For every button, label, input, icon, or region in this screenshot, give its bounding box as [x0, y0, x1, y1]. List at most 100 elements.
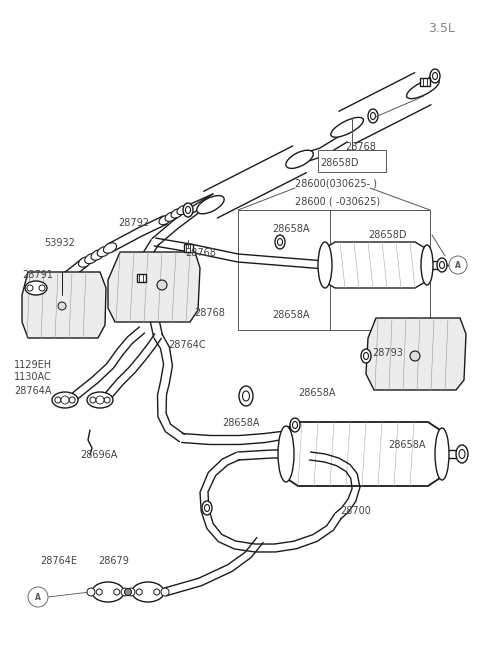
Ellipse shape: [421, 245, 433, 285]
Text: 28764A: 28764A: [14, 386, 51, 396]
Text: 28658D: 28658D: [368, 230, 407, 240]
Text: 28768: 28768: [345, 142, 376, 152]
Text: 28658D: 28658D: [320, 158, 359, 168]
Ellipse shape: [197, 196, 224, 214]
Ellipse shape: [84, 253, 98, 264]
Ellipse shape: [278, 426, 294, 482]
Text: 3.5L: 3.5L: [428, 22, 455, 35]
Ellipse shape: [363, 352, 369, 360]
Text: 28793: 28793: [372, 348, 403, 358]
Text: 28764E: 28764E: [40, 556, 77, 566]
Text: 28768: 28768: [194, 308, 225, 318]
Circle shape: [154, 589, 160, 595]
Ellipse shape: [159, 215, 171, 225]
Bar: [183, 244, 192, 252]
Ellipse shape: [275, 235, 285, 249]
Circle shape: [69, 397, 75, 403]
Ellipse shape: [91, 250, 104, 260]
Ellipse shape: [290, 418, 300, 432]
Ellipse shape: [239, 386, 253, 406]
Ellipse shape: [87, 392, 113, 408]
Circle shape: [27, 285, 33, 291]
Ellipse shape: [78, 257, 92, 267]
Ellipse shape: [132, 582, 164, 602]
Polygon shape: [325, 242, 425, 288]
Circle shape: [96, 396, 104, 404]
Ellipse shape: [459, 449, 465, 458]
Text: 28792: 28792: [118, 218, 149, 228]
Ellipse shape: [286, 150, 313, 168]
Ellipse shape: [430, 69, 440, 83]
Circle shape: [90, 397, 96, 403]
Circle shape: [87, 588, 95, 596]
Ellipse shape: [368, 109, 378, 123]
Ellipse shape: [25, 281, 47, 295]
Bar: [238, 210, 430, 330]
Ellipse shape: [177, 205, 189, 215]
Polygon shape: [366, 318, 466, 390]
Circle shape: [61, 396, 69, 404]
Ellipse shape: [165, 212, 177, 221]
Ellipse shape: [432, 73, 437, 79]
Circle shape: [121, 588, 129, 596]
Ellipse shape: [407, 79, 439, 99]
Ellipse shape: [204, 504, 209, 512]
Circle shape: [124, 588, 132, 595]
Ellipse shape: [52, 392, 78, 408]
Polygon shape: [286, 422, 440, 486]
Bar: [420, 78, 430, 86]
Ellipse shape: [440, 261, 444, 269]
Ellipse shape: [202, 501, 212, 515]
Polygon shape: [108, 252, 200, 322]
Ellipse shape: [292, 422, 298, 428]
Circle shape: [58, 302, 66, 310]
Text: 28600(030625- ): 28600(030625- ): [295, 178, 377, 188]
Ellipse shape: [185, 206, 191, 214]
Ellipse shape: [371, 113, 375, 119]
Text: 1130AC: 1130AC: [14, 372, 52, 382]
Ellipse shape: [242, 391, 250, 401]
Text: 53932: 53932: [44, 238, 75, 248]
Circle shape: [39, 285, 45, 291]
Ellipse shape: [361, 349, 371, 363]
Text: 28791: 28791: [22, 270, 53, 280]
Ellipse shape: [97, 246, 110, 257]
Bar: [136, 274, 145, 282]
Text: 28600 ( -030625): 28600 ( -030625): [295, 196, 380, 206]
Circle shape: [104, 397, 110, 403]
Text: A: A: [455, 261, 461, 269]
Circle shape: [136, 589, 142, 595]
Ellipse shape: [183, 203, 193, 217]
Bar: [318, 150, 386, 172]
Ellipse shape: [171, 209, 183, 218]
Circle shape: [55, 397, 61, 403]
Text: 28658A: 28658A: [298, 388, 336, 398]
Ellipse shape: [456, 445, 468, 463]
Ellipse shape: [437, 258, 447, 272]
Circle shape: [127, 588, 135, 596]
Text: 1129EH: 1129EH: [14, 360, 52, 370]
Ellipse shape: [92, 582, 124, 602]
Circle shape: [161, 588, 169, 596]
Ellipse shape: [331, 117, 363, 137]
Text: 28658A: 28658A: [272, 310, 310, 320]
Circle shape: [114, 589, 120, 595]
Ellipse shape: [104, 243, 117, 253]
Circle shape: [96, 589, 102, 595]
Ellipse shape: [277, 238, 283, 246]
Ellipse shape: [435, 428, 449, 480]
Circle shape: [28, 587, 48, 607]
Text: 28679: 28679: [98, 556, 129, 566]
Text: 28700: 28700: [340, 506, 371, 516]
Circle shape: [449, 256, 467, 274]
Text: 28764C: 28764C: [168, 340, 205, 350]
Text: 28696A: 28696A: [80, 450, 118, 460]
Circle shape: [157, 280, 167, 290]
Polygon shape: [22, 272, 106, 338]
Circle shape: [410, 351, 420, 361]
Text: 28658A: 28658A: [222, 418, 260, 428]
Text: 28658A: 28658A: [272, 224, 310, 234]
Ellipse shape: [318, 242, 332, 288]
Text: 28768: 28768: [185, 248, 216, 258]
Text: A: A: [35, 593, 41, 601]
